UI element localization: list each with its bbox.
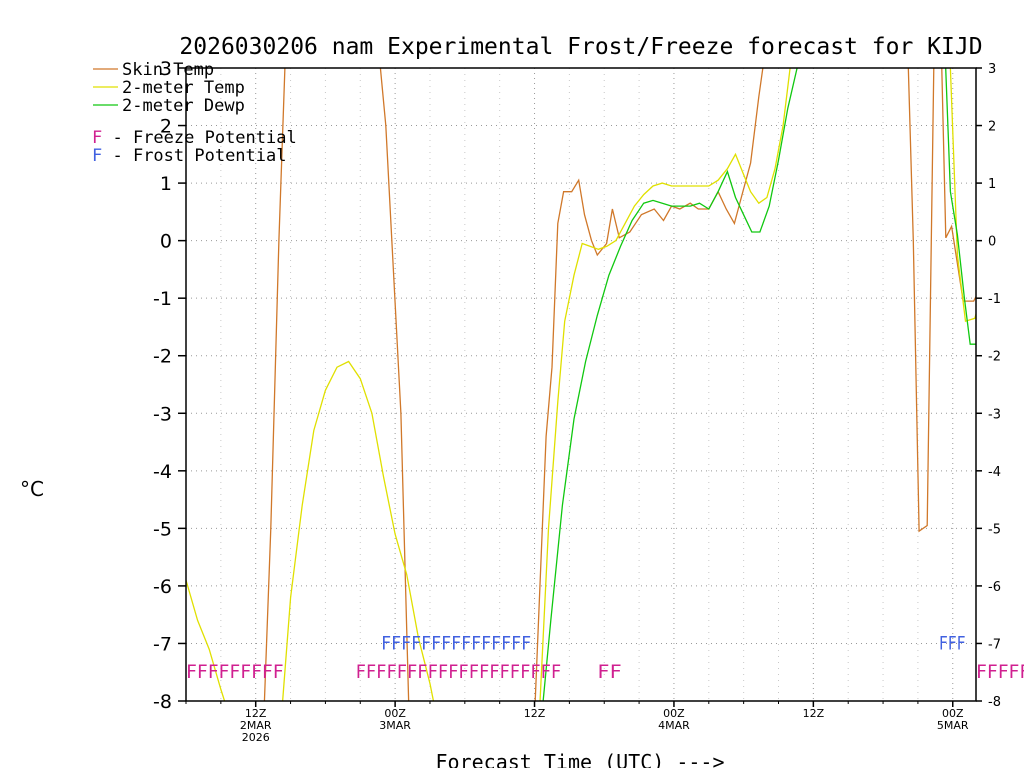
- flag-legend-text: - Freeze Potential: [102, 128, 296, 148]
- y-tick-label: 3: [160, 58, 172, 80]
- x-tick-label: 12Z: [803, 707, 825, 720]
- y-tick-label: -4: [153, 461, 172, 483]
- flag-legend-entry: F - Freeze Potential: [92, 128, 297, 148]
- x-tick-label: 00Z: [384, 707, 406, 720]
- axes: 3 3 2 2 1 1 0 0 -1 -1 -2 -2 -3 -3 -4 -4 -5 -5 -6 -6 -7 -7 -8 -8…: [153, 58, 1001, 744]
- freeze-flag-run: FFFFFFFFF: [186, 661, 284, 683]
- y-tick-label-right: -8: [988, 695, 1001, 710]
- y-tick-label: 1: [160, 173, 172, 195]
- x-tick-label: 5MAR: [937, 719, 969, 732]
- y-tick-label-right: 1: [988, 177, 996, 192]
- x-tick-label: 12Z: [245, 707, 267, 720]
- frost-flag-run: FFF: [939, 632, 966, 654]
- series-lines: [186, 68, 976, 701]
- x-axis-label: Forecast Time (UTC) --->: [436, 750, 725, 768]
- y-tick-label: -2: [153, 346, 172, 368]
- flag-legend-letter: F: [92, 146, 102, 166]
- legend-label: 2-meter Dewp: [122, 96, 245, 116]
- x-tick-label: 2026: [242, 731, 270, 744]
- series-line-2-meter-temp: [186, 68, 976, 701]
- flag-legend-entry: F - Frost Potential: [92, 146, 286, 166]
- series-line-2-meter-dewp: [542, 68, 976, 701]
- y-tick-label-right: -4: [988, 465, 1001, 480]
- y-tick-label: 2: [160, 116, 172, 138]
- y-tick-label-right: 2: [988, 120, 996, 135]
- freeze-flag-run: FFFFFFFFFFFFFFFFFFFF: [356, 661, 562, 683]
- x-tick-label: 4MAR: [658, 719, 690, 732]
- y-tick-label-right: 0: [988, 235, 996, 250]
- grid: [185, 68, 976, 701]
- y-tick-label-right: -3: [988, 407, 1001, 422]
- plot-frame: [185, 67, 977, 702]
- flag-legend-text: - Frost Potential: [102, 146, 286, 166]
- x-tick-label: 00Z: [942, 707, 964, 720]
- y-tick-label-right: -2: [988, 350, 1001, 365]
- x-tick-label: 3MAR: [379, 719, 411, 732]
- y-tick-label: -5: [153, 518, 172, 540]
- y-tick-label-right: -5: [988, 522, 1001, 537]
- legend-label: Skin Temp: [122, 60, 214, 80]
- frost-freeze-flags: FFFFFFFFFFFFFFF FFFFFFFFFFFF FFFFFFFFFFFFF…: [186, 632, 1024, 683]
- x-tick-label: 00Z: [663, 707, 685, 720]
- freeze-flag-run: FF: [597, 661, 621, 683]
- legend-label: 2-meter Temp: [122, 78, 245, 98]
- y-tick-label: -3: [153, 403, 172, 425]
- flag-legend-letter: F: [92, 128, 102, 148]
- y-tick-label-right: -1: [988, 292, 1001, 307]
- y-tick-label: -7: [153, 633, 172, 655]
- y-tick-label: -8: [153, 691, 172, 713]
- y-axis-label: °C: [20, 477, 44, 501]
- y-tick-label-right: -6: [988, 580, 1001, 595]
- y-tick-label-right: 3: [988, 62, 996, 77]
- series-line-skin-temp: [263, 68, 976, 701]
- x-tick-label: 2MAR: [240, 719, 272, 732]
- chart-title: 2026030206 nam Experimental Frost/Freeze…: [179, 34, 982, 60]
- y-tick-label: -6: [153, 576, 172, 598]
- y-tick-label-right: -7: [988, 637, 1001, 652]
- frost-flag-run: FFFFFFFFFFFFFFF: [381, 632, 531, 654]
- x-tick-label: 12Z: [524, 707, 546, 720]
- freeze-flag-run: FFFFFF: [976, 661, 1024, 683]
- y-tick-label: 0: [160, 231, 172, 253]
- y-tick-label: -1: [153, 288, 172, 310]
